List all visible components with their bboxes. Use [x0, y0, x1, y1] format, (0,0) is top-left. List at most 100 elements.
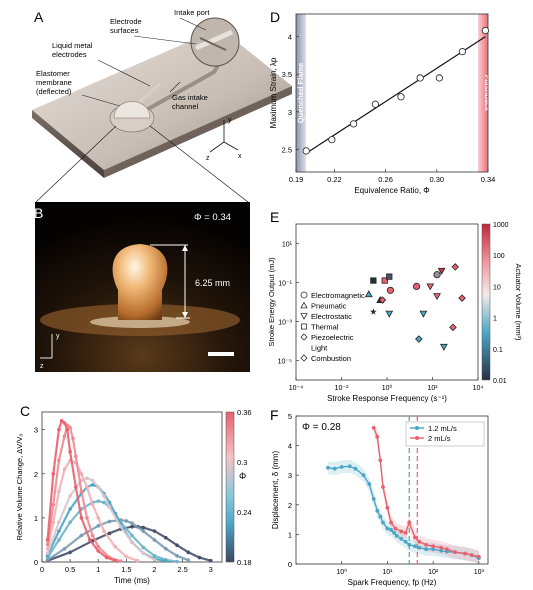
series-point — [90, 478, 95, 483]
y-axis-label: Relative Volume Change, ΔV/V₀ — [15, 434, 24, 541]
series-point — [62, 421, 67, 425]
series-point — [51, 502, 56, 507]
membrane-rim — [90, 316, 190, 328]
y-tick-label: 10⁻³ — [278, 320, 292, 327]
legend-label: Light — [311, 344, 328, 353]
series-point — [367, 482, 372, 486]
series-point — [104, 555, 109, 560]
series-point — [85, 516, 89, 520]
series-point — [79, 533, 84, 538]
series-point — [96, 516, 101, 520]
series-point — [393, 526, 398, 531]
x-tick-label: 10³ — [474, 569, 485, 576]
series-point — [79, 489, 84, 494]
membrane-dome — [113, 101, 151, 119]
legend-marker — [301, 323, 307, 330]
y-axis-label: Stroke Energy Output (mJ) — [267, 257, 276, 347]
x-tick-label: 10² — [427, 385, 438, 392]
x-tick-label: 1.5 — [121, 565, 131, 574]
series-point — [445, 547, 449, 552]
data-point — [433, 293, 441, 301]
x-axis-label: Spark Frequency, fp (Hz) — [348, 578, 437, 587]
data-point — [378, 296, 387, 304]
legend-label: Piezoelectric — [311, 333, 354, 342]
label-electrode-surfaces: Electrode surfaces — [110, 17, 142, 35]
series-point — [96, 549, 101, 553]
series-point — [371, 425, 376, 430]
svg-text:z: z — [40, 363, 44, 370]
y-tick-label: 4 — [288, 442, 292, 451]
device-plate-front — [104, 86, 292, 178]
series-point — [68, 507, 72, 511]
series-point — [85, 476, 89, 480]
legend-label: Thermal — [311, 323, 339, 332]
series-point — [107, 519, 112, 524]
y-tick-label: 3.5 — [282, 70, 292, 79]
data-point — [435, 74, 444, 82]
series-point — [163, 546, 168, 551]
series-point — [375, 508, 380, 513]
data-point — [433, 271, 441, 279]
series-line — [46, 424, 122, 563]
series-point — [476, 554, 481, 559]
y-tick-label: 1 — [34, 514, 38, 523]
x-tick-label: 10⁰ — [336, 568, 347, 576]
data-point — [328, 135, 336, 144]
device-plate-side — [32, 110, 104, 178]
series-point — [107, 505, 112, 509]
data-point — [416, 74, 424, 82]
svg-text:z: z — [206, 155, 210, 162]
legend-marker — [300, 301, 308, 309]
legend-marker — [300, 313, 308, 320]
y-tick-label: 10⁻⁵ — [278, 359, 292, 366]
series-point — [417, 545, 422, 550]
series-point — [102, 529, 106, 533]
legend-label: Electrostatic — [311, 312, 352, 321]
x-tick-label: 10¹ — [382, 569, 393, 576]
legend-label: 1.2 mL/s — [428, 424, 457, 433]
series-point — [152, 538, 157, 542]
svg-text:x: x — [238, 153, 242, 160]
series-point — [385, 526, 390, 531]
series-point — [332, 466, 337, 471]
series-point — [59, 419, 64, 423]
x-tick-label: 10⁴ — [473, 385, 484, 392]
series-point — [62, 434, 67, 439]
x-tick-label: 0.5 — [65, 565, 75, 574]
series-point — [353, 466, 358, 471]
series-point — [407, 542, 412, 547]
data-point — [386, 286, 395, 294]
y-tick-label: 2 — [34, 470, 38, 479]
series-point — [326, 465, 330, 470]
data-point — [385, 310, 394, 318]
series-point — [68, 520, 72, 525]
axes-triad-b: y z — [40, 333, 60, 370]
svg-text:y: y — [228, 117, 232, 124]
series-point — [141, 545, 146, 550]
data-point — [481, 26, 490, 35]
series-point — [135, 558, 140, 563]
series-point — [399, 536, 404, 541]
series-point — [68, 550, 72, 555]
y-tick-label: 5 — [288, 412, 292, 421]
series-point — [361, 473, 366, 478]
data-point — [449, 323, 457, 332]
series-point — [141, 551, 146, 555]
series-point — [130, 540, 134, 544]
data-point — [397, 93, 405, 101]
x-axis-label: Time (ms) — [114, 576, 150, 585]
series-point — [163, 559, 168, 563]
fit-line — [305, 36, 486, 154]
y-tick-label: 10¹ — [282, 242, 293, 249]
panel-d-letter: D — [270, 9, 280, 25]
series-point — [389, 520, 393, 525]
axes-triad-a: y z x — [206, 117, 242, 162]
y-axis-label: Maximum Strain, λp — [269, 57, 278, 128]
series-point — [96, 524, 101, 528]
x-tick-label: 10² — [428, 569, 439, 576]
series-point — [57, 529, 61, 533]
x-tick-label: 0 — [40, 565, 44, 574]
series-point — [124, 519, 129, 523]
series-point — [394, 533, 399, 538]
series-point — [431, 544, 436, 549]
